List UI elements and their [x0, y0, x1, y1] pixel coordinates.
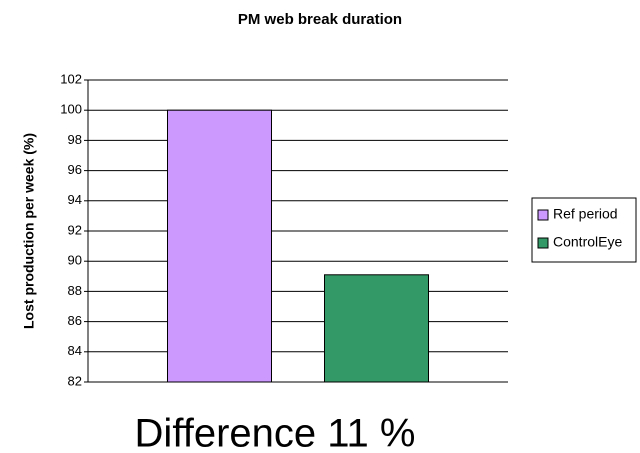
annotation: Difference 11 %	[135, 412, 416, 453]
bar	[324, 274, 429, 383]
legend-label: Ref period	[553, 206, 618, 222]
y-tick-label: 102	[60, 71, 82, 86]
y-tick-label: 100	[60, 102, 82, 117]
chart-title: PM web break duration	[238, 11, 402, 28]
y-tick-label: 92	[68, 222, 82, 237]
legend-swatch	[537, 237, 549, 249]
y-axis-label: Lost production per week (%)	[21, 133, 37, 329]
y-tick-label: 88	[68, 283, 82, 298]
y-tick-label: 84	[68, 343, 82, 358]
bar	[167, 109, 272, 383]
legend-swatch	[537, 209, 549, 221]
legend-label: ControlEye	[553, 234, 622, 250]
y-tick-label: 86	[68, 313, 82, 328]
y-tick-label: 82	[68, 373, 82, 388]
y-tick-label: 94	[68, 192, 82, 207]
y-tick-label: 96	[68, 162, 82, 177]
legend-box	[531, 197, 637, 263]
y-tick-label: 90	[68, 253, 82, 268]
y-tick-label: 98	[68, 132, 82, 147]
